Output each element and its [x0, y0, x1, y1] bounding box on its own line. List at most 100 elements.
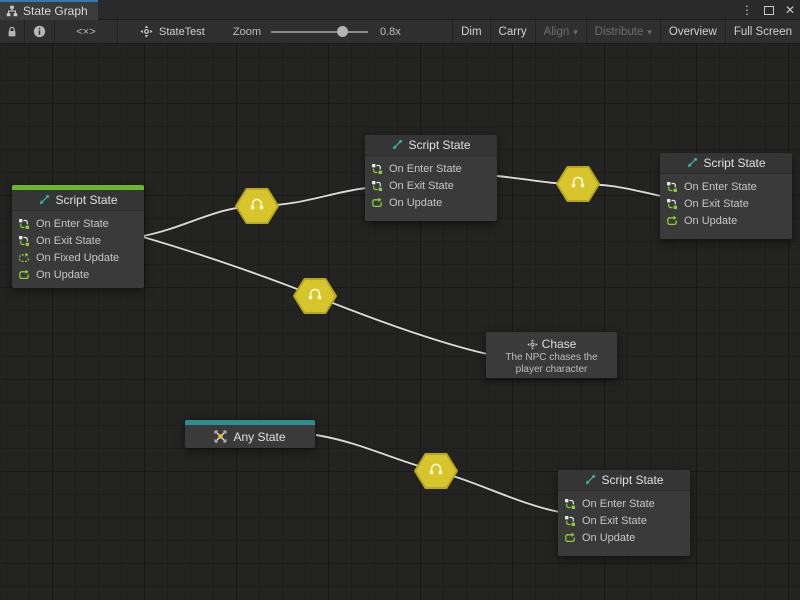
event-label: On Enter State — [582, 497, 655, 510]
node-accent-bar — [185, 420, 315, 425]
node-title: Script State — [703, 156, 766, 170]
carry-button[interactable]: Carry — [489, 20, 535, 43]
transition-badge[interactable] — [235, 188, 279, 224]
node-header[interactable]: Script State — [660, 153, 792, 174]
event-row: On Update — [558, 529, 690, 546]
dropdown-caret-icon: ▾ — [647, 26, 652, 37]
button-label: Carry — [498, 25, 527, 38]
update-icon — [565, 532, 575, 542]
close-icon[interactable]: ✕ — [784, 3, 795, 17]
zoom-slider-track — [270, 31, 368, 33]
dim-button[interactable]: Dim — [452, 20, 489, 43]
event-label: On Exit State — [684, 197, 749, 210]
node-title: Script State — [408, 138, 471, 152]
script-state-icon — [586, 475, 596, 485]
zoom-slider[interactable] — [270, 20, 368, 43]
node-description: The NPC chases the player character — [505, 352, 598, 375]
node-rows: On Enter State On Exit State On Update — [660, 174, 792, 233]
code-button[interactable]: <×> — [55, 20, 118, 43]
event-row: On Enter State — [365, 160, 497, 177]
event-label: On Exit State — [389, 179, 454, 192]
fixed-update-icon — [19, 252, 29, 262]
lock-button[interactable] — [0, 20, 25, 43]
info-icon — [33, 25, 46, 38]
titlebar: State Graph ⋮ ✕ — [0, 0, 800, 20]
window-controls: ⋮ ✕ — [741, 0, 795, 20]
event-label: On Enter State — [684, 180, 757, 193]
node-script-state-top-right[interactable]: Script State On Enter State O — [660, 153, 792, 239]
node-header: Chase — [486, 337, 617, 351]
event-label: On Exit State — [36, 234, 101, 247]
fullscreen-button[interactable]: Full Screen — [724, 20, 800, 43]
event-label: On Fixed Update — [36, 251, 120, 264]
script-state-icon — [40, 195, 50, 205]
bridge-icon — [308, 288, 322, 300]
event-label: On Enter State — [36, 217, 109, 230]
node-header[interactable]: Script State — [365, 135, 497, 156]
event-row: On Enter State — [12, 215, 144, 232]
script-state-icon — [688, 158, 698, 168]
overview-button[interactable]: Overview — [659, 20, 725, 43]
kebab-menu-icon[interactable]: ⋮ — [740, 3, 753, 17]
node-header: Any State — [185, 425, 315, 448]
node-script-state-start[interactable]: Script State On Enter State O — [12, 185, 144, 288]
tab-state-graph[interactable]: State Graph — [0, 0, 98, 20]
event-label: On Update — [684, 214, 738, 227]
event-row: On Fixed Update — [12, 249, 144, 266]
button-label: Full Screen — [733, 25, 792, 38]
node-header[interactable]: Script State — [12, 190, 144, 211]
node-title: Script State — [601, 473, 664, 487]
enter-state-icon — [667, 181, 677, 192]
transition-badge[interactable] — [414, 453, 458, 489]
exit-state-icon — [565, 515, 575, 526]
update-icon — [667, 215, 677, 225]
node-header[interactable]: Script State — [558, 470, 690, 491]
lock-icon — [8, 26, 16, 36]
node-script-state-bottom-right[interactable]: Script State On Enter State O — [558, 470, 690, 556]
tab-title: State Graph — [23, 4, 88, 18]
dropdown-caret-icon: ▾ — [573, 26, 578, 37]
node-title: Any State — [233, 429, 286, 444]
exit-state-icon — [19, 235, 29, 246]
event-row: On Enter State — [558, 495, 690, 512]
node-title: Script State — [55, 193, 118, 207]
bridge-icon — [571, 176, 585, 188]
maximize-icon[interactable] — [763, 6, 774, 15]
any-state-icon — [215, 430, 227, 443]
bridge-icon — [429, 463, 443, 475]
graph-picker[interactable]: StateTest — [140, 20, 205, 43]
event-label: On Update — [36, 268, 90, 281]
enter-state-icon — [19, 218, 29, 229]
node-rows: On Enter State On Exit State On Update — [558, 491, 690, 550]
distribute-button[interactable]: Distribute ▾ — [585, 20, 660, 43]
graph-canvas[interactable]: Script State On Enter State O — [0, 44, 800, 600]
enter-state-icon — [372, 163, 382, 174]
event-label: On Update — [389, 196, 443, 209]
node-script-state-top-middle[interactable]: Script State On Enter State O — [365, 135, 497, 221]
update-icon — [19, 269, 29, 279]
event-label: On Enter State — [389, 162, 462, 175]
zoom-slider-handle[interactable] — [336, 26, 348, 37]
event-row: On Update — [12, 266, 144, 283]
node-any-state[interactable]: Any State — [185, 420, 315, 448]
node-accent-bar — [12, 185, 144, 190]
event-row: On Exit State — [365, 177, 497, 194]
button-label: Dim — [461, 25, 482, 38]
toolbar: <×> StateTest Zoom 0.8x Dim Carry Align … — [0, 20, 800, 44]
exit-state-icon — [667, 198, 677, 209]
transition-badge[interactable] — [556, 166, 600, 202]
event-row: On Exit State — [660, 195, 792, 212]
transition-badges — [235, 166, 600, 489]
event-label: On Update — [582, 531, 636, 544]
hierarchy-icon — [6, 5, 18, 17]
node-chase[interactable]: Chase The NPC chases the player characte… — [486, 332, 617, 378]
info-button[interactable] — [25, 20, 55, 43]
zoom-value: 0.8x — [379, 25, 401, 38]
transition-badge[interactable] — [293, 278, 337, 314]
exit-state-icon — [372, 180, 382, 191]
enter-state-icon — [565, 498, 575, 509]
move-gizmo-icon — [140, 25, 153, 38]
bridge-icon — [250, 198, 264, 210]
zoom-label: Zoom — [232, 25, 261, 38]
align-button[interactable]: Align ▾ — [534, 20, 586, 43]
